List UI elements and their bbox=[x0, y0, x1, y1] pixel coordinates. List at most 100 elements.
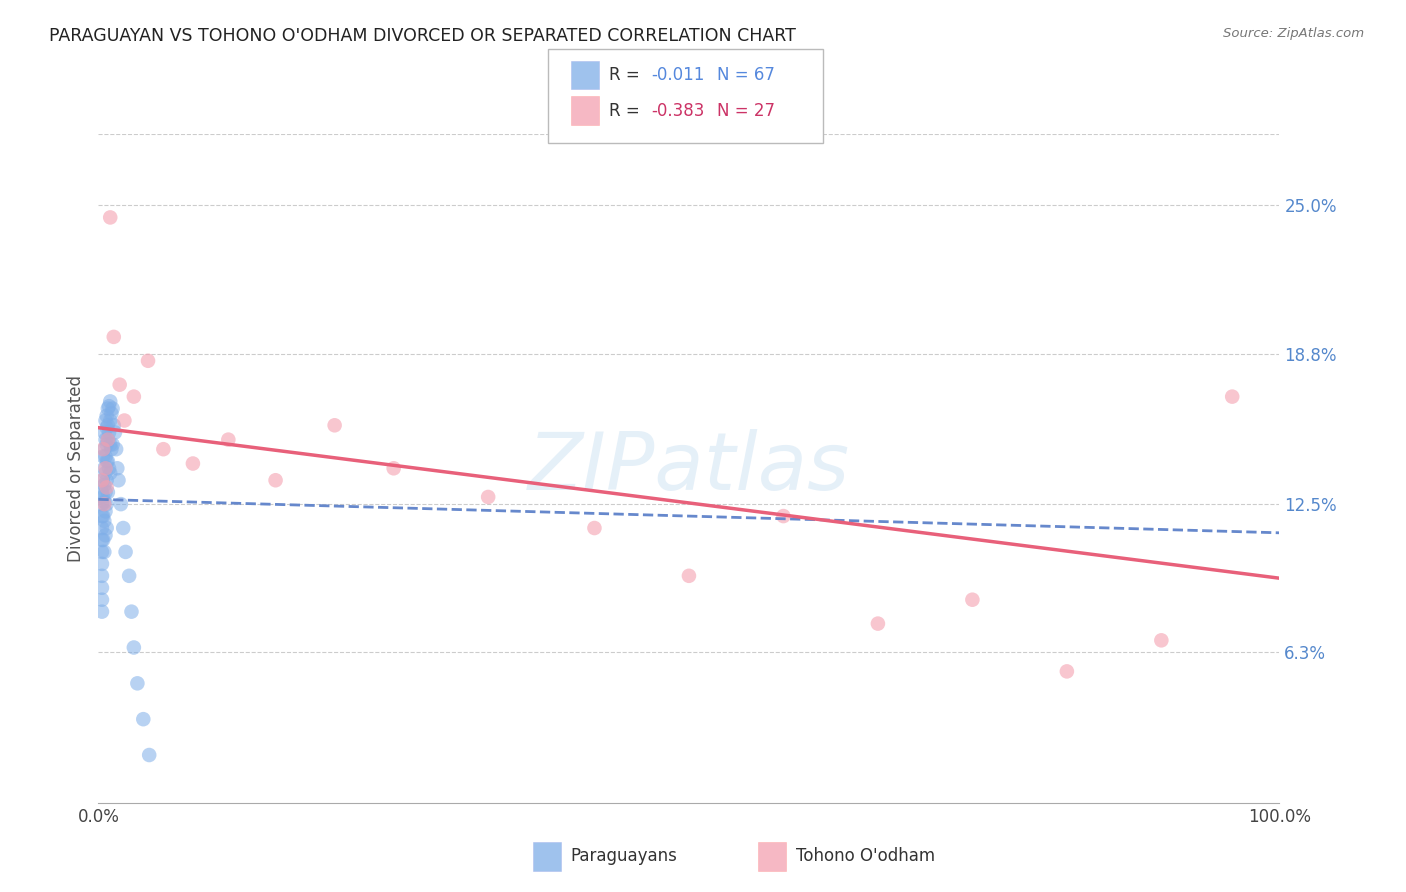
Point bbox=[94, 413, 117, 427]
Point bbox=[98, 437, 121, 451]
Point bbox=[98, 211, 121, 225]
Point bbox=[97, 433, 120, 447]
Text: R =: R = bbox=[609, 66, 645, 84]
Point bbox=[91, 490, 114, 504]
Point bbox=[217, 433, 239, 447]
Point bbox=[91, 485, 114, 500]
Point bbox=[100, 406, 122, 420]
Point bbox=[98, 466, 121, 480]
Point bbox=[91, 509, 114, 524]
Point bbox=[112, 521, 135, 535]
Y-axis label: Divorced or Separated: Divorced or Separated bbox=[66, 375, 84, 562]
Point bbox=[91, 533, 114, 547]
Point bbox=[98, 399, 121, 413]
Point bbox=[96, 480, 118, 494]
Point bbox=[91, 533, 114, 547]
Point bbox=[91, 557, 114, 571]
Point bbox=[94, 504, 117, 518]
Point bbox=[96, 521, 118, 535]
Point bbox=[181, 457, 204, 471]
Text: N = 27: N = 27 bbox=[717, 102, 775, 120]
Text: Paraguayans: Paraguayans bbox=[571, 847, 678, 865]
Point bbox=[108, 377, 131, 392]
Point bbox=[127, 676, 149, 690]
Point bbox=[100, 442, 122, 457]
Point bbox=[138, 747, 160, 762]
Text: -0.011: -0.011 bbox=[651, 66, 704, 84]
Point bbox=[477, 490, 499, 504]
Point bbox=[122, 640, 145, 655]
Point bbox=[91, 545, 114, 559]
Point bbox=[91, 442, 114, 457]
Point bbox=[103, 330, 125, 344]
Point bbox=[1056, 665, 1078, 679]
Point bbox=[114, 545, 136, 559]
Point bbox=[91, 592, 114, 607]
Point bbox=[103, 418, 125, 433]
Point bbox=[93, 478, 115, 492]
Point bbox=[98, 461, 121, 475]
Point bbox=[94, 466, 117, 480]
Point bbox=[91, 497, 114, 511]
Point bbox=[96, 497, 118, 511]
Point bbox=[107, 473, 129, 487]
Point bbox=[91, 569, 114, 583]
Point bbox=[97, 401, 120, 416]
Point bbox=[264, 473, 287, 487]
Point bbox=[93, 545, 115, 559]
Point bbox=[110, 497, 132, 511]
Point bbox=[1220, 390, 1243, 404]
Point bbox=[1150, 633, 1173, 648]
Point bbox=[323, 418, 346, 433]
Point bbox=[132, 712, 155, 726]
Point bbox=[678, 569, 700, 583]
Point bbox=[94, 485, 117, 500]
Point bbox=[382, 461, 405, 475]
Point bbox=[96, 420, 118, 434]
Point bbox=[91, 605, 114, 619]
Point bbox=[98, 394, 121, 409]
Point bbox=[96, 437, 118, 451]
Point bbox=[93, 514, 115, 528]
Point bbox=[98, 413, 121, 427]
Text: Tohono O'odham: Tohono O'odham bbox=[796, 847, 935, 865]
Point bbox=[96, 473, 118, 487]
Point bbox=[94, 528, 117, 542]
Point bbox=[91, 521, 114, 535]
Point bbox=[772, 509, 794, 524]
Point bbox=[97, 418, 120, 433]
Point bbox=[93, 497, 115, 511]
Point bbox=[104, 425, 127, 440]
Point bbox=[97, 454, 120, 468]
Text: Source: ZipAtlas.com: Source: ZipAtlas.com bbox=[1223, 27, 1364, 40]
Point bbox=[94, 450, 117, 464]
Point bbox=[118, 569, 141, 583]
Point bbox=[96, 454, 118, 468]
Point bbox=[91, 581, 114, 595]
Point bbox=[101, 437, 124, 451]
Point bbox=[97, 433, 120, 447]
Point bbox=[152, 442, 174, 457]
Point bbox=[101, 401, 124, 416]
Point bbox=[98, 425, 121, 440]
Point bbox=[93, 442, 115, 457]
Point bbox=[97, 485, 120, 500]
Point bbox=[583, 521, 606, 535]
Point bbox=[96, 409, 118, 423]
Point bbox=[105, 442, 128, 457]
Point bbox=[93, 461, 115, 475]
Point bbox=[121, 605, 143, 619]
Point bbox=[91, 509, 114, 524]
Point bbox=[94, 433, 117, 447]
Point bbox=[962, 592, 984, 607]
Point bbox=[91, 450, 114, 464]
Point bbox=[866, 616, 889, 631]
Text: -0.383: -0.383 bbox=[651, 102, 704, 120]
Point bbox=[112, 413, 135, 427]
Point bbox=[93, 425, 115, 440]
Point bbox=[94, 461, 117, 475]
Point bbox=[122, 390, 145, 404]
Text: N = 67: N = 67 bbox=[717, 66, 775, 84]
Point bbox=[136, 353, 159, 368]
Point bbox=[105, 461, 128, 475]
